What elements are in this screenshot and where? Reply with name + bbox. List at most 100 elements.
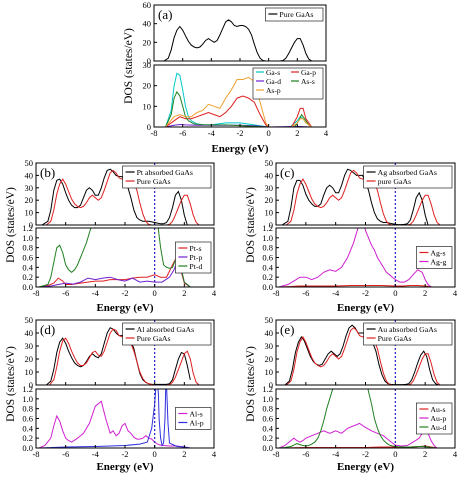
panel-b-top-series-pt-absorbed-gaas bbox=[41, 168, 188, 225]
panel-d-top-ytick-label: 0 bbox=[29, 380, 33, 390]
panel-b-bottom-ytick-label: 0.6 bbox=[22, 253, 33, 263]
panel-d-top-ytick-label: 30 bbox=[25, 341, 34, 351]
panel-e-bottom-ytick-label: 1.2 bbox=[262, 384, 273, 394]
panel-d-bottom-series-al-s bbox=[38, 400, 191, 448]
panel-a-bottom-series-ga-p bbox=[165, 95, 313, 127]
panel-b-bottom-xtick-label: -4 bbox=[92, 288, 100, 298]
panel-e-bottom-xtick-label: -6 bbox=[302, 449, 309, 459]
panel-c-bottom-ytick-label: 1.0 bbox=[262, 233, 273, 243]
panel-c-bottom-ytick-label: 0.0 bbox=[262, 282, 273, 292]
panel-c-bottom-legend-label: Ag-s bbox=[430, 249, 445, 258]
panel-e-bottom-series-au-d bbox=[278, 389, 438, 448]
panel-a-bottom-legend-label: As-s bbox=[301, 77, 315, 86]
panel-c-top-ytick-label: 10 bbox=[265, 208, 274, 218]
panel-e-label: (e) bbox=[280, 322, 294, 337]
panel-c-top-legend-label: Ag absorbed GaAs bbox=[378, 168, 437, 177]
panel-b-bottom-ytick-label: 0.2 bbox=[22, 272, 33, 282]
panel-d-top-ytick-label: 40 bbox=[25, 328, 34, 338]
panel-e-top-legend-box bbox=[363, 322, 453, 346]
panel-a-bottom-legend-label: Ga-s bbox=[266, 68, 280, 77]
panel-e-bottom-xtick-label: 2 bbox=[423, 449, 427, 459]
panel-e-bottom-series-au-p bbox=[278, 422, 438, 448]
panel-d-top-ytick-label: 10 bbox=[25, 367, 34, 377]
panel-d-bottom-legend-label: Al-s bbox=[189, 410, 202, 419]
panel-d-bottom-ytick-label: 1.2 bbox=[22, 384, 33, 394]
panel-e-xlabel: Energy (eV) bbox=[337, 461, 394, 473]
panel-d-xlabel: Energy (eV) bbox=[96, 461, 153, 473]
panel-c-bottom-legend-label: Ag-g bbox=[430, 258, 446, 267]
panel-e-bottom-legend-label: Au-p bbox=[430, 414, 446, 423]
panel-d-bottom-ytick-label: 0.0 bbox=[22, 443, 33, 453]
panel-d-bottom-ytick-label: 1.0 bbox=[22, 394, 33, 404]
panel-e-bottom-xtick-label: -8 bbox=[272, 449, 279, 459]
panel-c-bottom-xtick-label: -8 bbox=[272, 288, 279, 298]
panel-b-bottom-ytick-label: 0.8 bbox=[22, 243, 33, 253]
panel-d-bottom-series-al-p bbox=[38, 389, 191, 448]
panel-b-top-ytick-label: 0 bbox=[29, 220, 33, 230]
panel-c-bottom-xtick-label: 2 bbox=[423, 288, 427, 298]
panel-c-bottom-ytick-label: 1.2 bbox=[262, 223, 273, 233]
panel-d-top-ytick-label: 20 bbox=[25, 354, 34, 364]
panel-b-bottom-ytick-label: 0.4 bbox=[22, 262, 33, 272]
panel-c-ylabel: DOS (states/eV) bbox=[245, 187, 257, 263]
panel-a-bottom-series-ga-s bbox=[165, 72, 312, 127]
panel-e-bottom-xtick-label: -2 bbox=[362, 449, 369, 459]
panel-c-bottom-xtick-label: 0 bbox=[393, 288, 397, 298]
panel-e-top-ytick-label: 50 bbox=[265, 315, 274, 325]
panel-e-bottom-xtick-label: 0 bbox=[393, 449, 397, 459]
panel-e-top-ytick-label: 30 bbox=[265, 341, 274, 351]
panel-b-bottom-xtick-label: 2 bbox=[182, 288, 186, 298]
panel-d-bottom-ytick-label: 0.8 bbox=[22, 404, 33, 414]
panel-a-bottom-xtick-label: 0 bbox=[267, 128, 271, 138]
panel-e-top-legend-label: Au absorbed GaAs bbox=[378, 325, 437, 334]
panel-a-ylabel: DOS (states/eV) bbox=[123, 28, 135, 104]
panel-c-bottom-xtick-label: -2 bbox=[362, 288, 369, 298]
panel-e-ylabel: DOS (states/eV) bbox=[245, 346, 257, 422]
panel-c-bottom-ytick-label: 0.4 bbox=[262, 262, 273, 272]
panel-a-top-ytick-label: 60 bbox=[143, 0, 152, 10]
panel-e-bottom-ytick-label: 0.0 bbox=[262, 443, 273, 453]
panel-b-bottom-xtick-label: 0 bbox=[153, 288, 157, 298]
panel-e-bottom-legend-label: Au-d bbox=[430, 423, 446, 432]
panel-e-bottom-ytick-label: 0.8 bbox=[262, 404, 273, 414]
panel-b-bottom-xtick-label: -6 bbox=[62, 288, 69, 298]
panel-a-bottom-legend-box bbox=[252, 67, 324, 100]
panel-a-bottom-legend-label: As-p bbox=[266, 86, 281, 95]
panel-a-bottom-legend-label: Ga-p bbox=[301, 68, 316, 77]
panel-a-top-legend-label: Pure GaAs bbox=[279, 10, 313, 19]
panel-d-top-legend-label: Pure GaAs bbox=[137, 334, 171, 343]
panel-b-bottom-xtick-label: -8 bbox=[32, 288, 39, 298]
panel-e-top-legend-label: Pure GaAs bbox=[378, 334, 412, 343]
panel-c-top-legend-box bbox=[363, 165, 453, 189]
panel-c-top-ytick-label: 50 bbox=[265, 158, 274, 168]
panel-c-bottom-ytick-label: 0.2 bbox=[262, 272, 273, 282]
panel-a-bottom-ytick-label: 20 bbox=[143, 81, 152, 91]
panel-d-bottom-xtick-label: 2 bbox=[182, 449, 186, 459]
panel-d-bottom-ytick-label: 0.6 bbox=[22, 414, 33, 424]
panel-a-bottom-ytick-label: 10 bbox=[143, 101, 152, 111]
panel-a-bottom-xtick-label: -6 bbox=[179, 128, 186, 138]
panel-c-top-ytick-label: 40 bbox=[265, 170, 274, 180]
panel-c-bottom-xtick-label: 4 bbox=[453, 288, 458, 298]
panel-b-xlabel: Energy (eV) bbox=[96, 302, 153, 314]
panel-d-bottom-xtick-label: -2 bbox=[121, 449, 128, 459]
panel-e-bottom-ytick-label: 1.0 bbox=[262, 394, 273, 404]
panel-d-bottom-xtick-label: 4 bbox=[212, 449, 217, 459]
panel-b-top-ytick-label: 50 bbox=[25, 158, 34, 168]
panel-d-bottom-legend-label: Al-p bbox=[189, 419, 203, 428]
panel-c-top-ytick-label: 20 bbox=[265, 195, 274, 205]
panel-b-bottom-legend-label: Pt-s bbox=[189, 244, 201, 253]
panel-d-bottom-ytick-label: 0.2 bbox=[22, 433, 33, 443]
panel-a-bottom-series-as-s bbox=[165, 90, 312, 127]
panel-c-bottom-xtick-label: -6 bbox=[302, 288, 309, 298]
panel-a-bottom-series-as-p bbox=[165, 76, 312, 127]
panel-e-top-ytick-label: 40 bbox=[265, 328, 274, 338]
panel-a-bottom-xtick-label: -2 bbox=[236, 128, 243, 138]
panel-b-top-legend-box bbox=[122, 165, 212, 189]
panel-d-bottom-ytick-label: 0.4 bbox=[22, 423, 33, 433]
panel-b-bottom-series-pt-p bbox=[38, 255, 191, 287]
panel-b-bottom-series-pt-d bbox=[38, 228, 191, 287]
